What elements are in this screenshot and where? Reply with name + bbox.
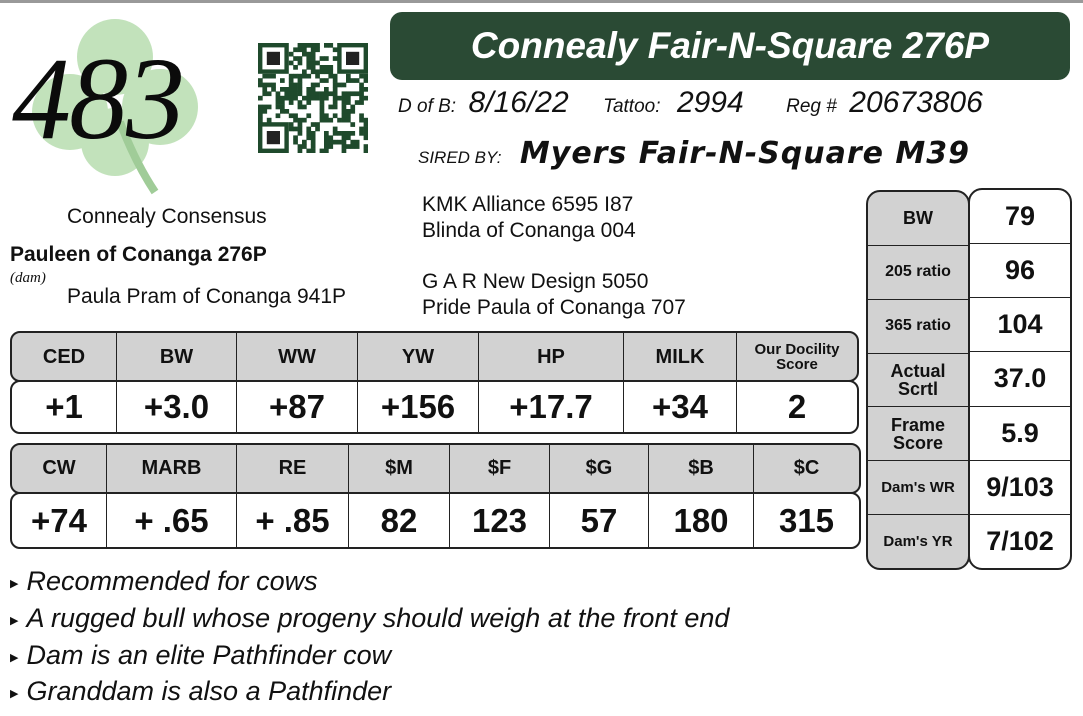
epd-table-1-header: CED BW WW YW HP MILK Our Docility Score [10, 331, 859, 382]
epd-header-cell: $F [450, 445, 550, 492]
dob-value: 8/16/22 [468, 86, 569, 119]
note-text: Dam is an elite Pathfinder cow [26, 640, 392, 670]
epd-value-cell: + .65 [107, 494, 237, 547]
performance-label: 205 ratio [868, 246, 968, 300]
epd-table-2-values: +74 + .65 + .85 82 123 57 180 315 [10, 492, 861, 549]
sire-sire: KMK Alliance 6595 I87 [422, 193, 634, 216]
note-item: ▶ Granddam is also a Pathfinder [10, 676, 391, 707]
note-item: ▶ Recommended for cows [10, 566, 318, 597]
epd-value-cell: 315 [778, 501, 835, 539]
epd-value-cell: +1 [12, 382, 117, 432]
performance-value: 96 [970, 244, 1070, 299]
performance-value: 9/103 [970, 461, 1070, 515]
qr-code[interactable] [258, 43, 368, 153]
note-text: Granddam is also a Pathfinder [26, 676, 392, 706]
note-text: A rugged bull whose progeny should weigh… [26, 603, 730, 633]
epd-header-cell: $C [793, 457, 820, 479]
dob-label: D of B: [398, 96, 457, 117]
epd-value-cell: +74 [12, 494, 107, 547]
bullet-triangle-icon: ▶ [10, 652, 19, 664]
performance-label: Actual Scrtl [868, 354, 968, 408]
performance-labels: BW 205 ratio 365 ratio Actual Scrtl Frame Sc… [866, 190, 970, 570]
epd-header-cell: Our Docility Score [754, 340, 840, 373]
note-text: Recommended for cows [26, 566, 318, 596]
dam-dam: Paula Pram of Conanga 941P [67, 285, 347, 308]
epd-table-2-header: CW MARB RE $M $F $G $B $C [10, 443, 861, 494]
epd-header-cell: CW [12, 445, 107, 492]
dam-sire-sire: G A R New Design 5050 [422, 270, 649, 293]
performance-value: 37.0 [970, 352, 1070, 407]
reg-label: Reg # [786, 96, 837, 117]
tattoo-label: Tattoo: [603, 96, 661, 117]
performance-value: 5.9 [970, 407, 1070, 461]
epd-header-cell: MARB [107, 445, 237, 492]
performance-values: 79 96 104 37.0 5.9 9/103 7/102 [968, 188, 1072, 570]
performance-label: Dam's YR [883, 533, 953, 551]
performance-value: 79 [970, 190, 1070, 245]
animal-name-title: Connealy Fair-N-Square 276P [390, 12, 1070, 80]
performance-label: Frame Score [868, 407, 968, 462]
sire-row: SIRED BY: Myers Fair-N-Square M39 [418, 136, 970, 171]
epd-value-cell: +34 [624, 382, 737, 432]
epd-value-cell: +156 [358, 382, 479, 432]
epd-value-cell: +87 [237, 382, 358, 432]
epd-header-cell: CED [12, 333, 117, 380]
epd-header-cell: $B [649, 445, 754, 492]
epd-value-cell: 57 [550, 494, 649, 547]
note-item: ▶ A rugged bull whose progeny should weig… [10, 603, 729, 634]
performance-value: 104 [970, 298, 1070, 353]
epd-header-cell: WW [237, 333, 358, 380]
dam-label: (dam) [10, 270, 46, 286]
epd-value-cell: +3.0 [117, 382, 237, 432]
dam-sire-dam: Pride Paula of Conanga 707 [422, 296, 686, 319]
epd-header-cell: YW [358, 333, 479, 380]
tattoo-value: 2994 [676, 86, 744, 119]
epd-header-cell: HP [479, 333, 624, 380]
lot-number: 483 [12, 33, 185, 164]
dam-name: Pauleen of Conanga 276P [10, 243, 267, 266]
id-row: D of B: 8/16/22 Tattoo: 2994 Reg # 20673… [398, 86, 983, 120]
epd-table-1-values: +1 +3.0 +87 +156 +17.7 +34 2 [10, 380, 859, 434]
performance-label: 365 ratio [868, 300, 968, 354]
epd-header-cell: RE [237, 445, 349, 492]
epd-value-cell: 2 [787, 388, 807, 425]
performance-label: BW [868, 192, 968, 246]
reg-value: 20673806 [849, 86, 983, 119]
epd-header-cell: MILK [624, 333, 737, 380]
epd-value-cell: 82 [349, 494, 450, 547]
bullet-triangle-icon: ▶ [10, 615, 19, 627]
top-rule [0, 0, 1083, 3]
epd-value-cell: 180 [649, 494, 754, 547]
sired-by-label: SIRED BY: [418, 148, 502, 167]
note-item: ▶ Dam is an elite Pathfinder cow [10, 640, 391, 671]
epd-value-cell: +17.7 [479, 382, 624, 432]
epd-value-cell: + .85 [237, 494, 349, 547]
performance-label: Dam's WR [868, 461, 968, 516]
dam-sire: Connealy Consensus [67, 205, 267, 228]
sire-name: Myers Fair-N-Square M39 [519, 136, 971, 171]
bullet-triangle-icon: ▶ [10, 688, 19, 700]
performance-value: 7/102 [986, 525, 1054, 556]
epd-header-cell: BW [117, 333, 237, 380]
epd-value-cell: 123 [450, 494, 550, 547]
epd-header-cell: $M [349, 445, 450, 492]
clover-logo [32, 19, 198, 195]
sire-dam: Blinda of Conanga 004 [422, 219, 636, 242]
bullet-triangle-icon: ▶ [10, 578, 19, 590]
epd-header-cell: $G [550, 445, 649, 492]
